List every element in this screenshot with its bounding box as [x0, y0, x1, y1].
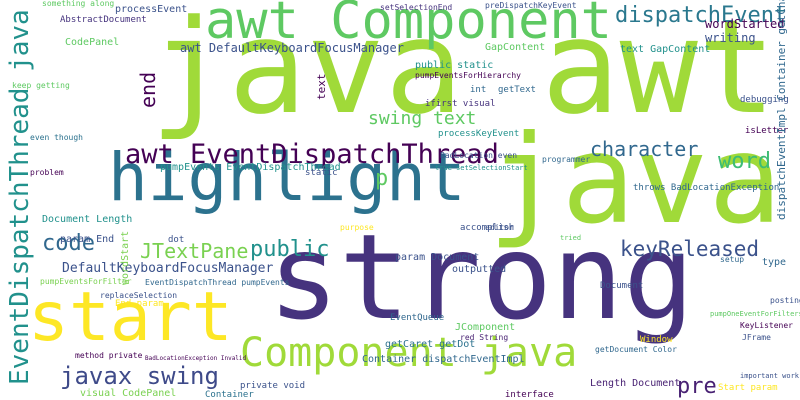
word: EventDispatchThread java: [5, 9, 35, 385]
word: editor: [485, 223, 514, 232]
word: accomplish: [460, 223, 514, 233]
word: GapContent: [485, 42, 545, 53]
word: BadLocation even: [440, 151, 517, 160]
word: programmer: [542, 155, 590, 164]
word: Component java: [240, 330, 577, 376]
word: red String: [460, 333, 508, 342]
word: awt EventDispatchThread: [125, 139, 499, 170]
word: BadLocationException Invalid: [145, 355, 247, 362]
word: pumpEvents EventDispatchThread: [160, 162, 341, 173]
word: something along: [42, 0, 114, 8]
word: Length Document: [590, 378, 680, 389]
word: awt Component: [205, 0, 612, 51]
word: even though: [30, 133, 83, 142]
word: private void: [240, 381, 305, 391]
word: public static: [415, 60, 493, 71]
word: swing text: [368, 108, 476, 129]
word: text GapContent: [620, 44, 710, 55]
word: CodePanel: [65, 37, 119, 48]
word: public: [250, 237, 329, 262]
word: keyReleased: [620, 237, 759, 261]
word: p: [375, 166, 388, 191]
word: setSelectionEnd: [380, 3, 452, 12]
word: Document: [600, 281, 643, 291]
word: getText: [498, 85, 536, 95]
word: JFrame: [742, 333, 771, 342]
word: type: [762, 257, 786, 268]
word: writing: [705, 31, 756, 45]
word: text: [315, 74, 328, 101]
word: EventQueue: [390, 313, 444, 323]
word: outputted: [452, 264, 506, 275]
word: DefaultKeyboardFocusManager: [62, 261, 273, 276]
word: getCaret getDot: [385, 339, 475, 350]
word: Window: [640, 335, 673, 345]
word: EventDispatchThread pumpEvents: [145, 278, 290, 287]
word: getDocument Color: [595, 345, 677, 354]
word: start: [28, 278, 233, 357]
word: java awt: [150, 0, 776, 143]
word: awt DefaultKeyboardFocusManager: [180, 41, 404, 55]
word: javax swing: [60, 362, 219, 390]
word: character: [590, 137, 698, 161]
word: important work: [740, 372, 800, 380]
word: end: [136, 72, 160, 108]
word: dot: [168, 235, 184, 245]
word: debugging: [740, 95, 789, 105]
word: pumpOneEventForFilters: [710, 310, 800, 318]
word: code: [42, 231, 95, 256]
word: isLetter: [745, 126, 789, 136]
word: AbstractDocument: [60, 15, 147, 25]
word: Container dispatchEventImpl: [362, 354, 525, 365]
word: ifirst visual: [425, 99, 495, 109]
word: JComponent: [455, 322, 515, 333]
word: wordStarted: [705, 17, 784, 31]
word: int: [470, 85, 486, 95]
word: true setSelectionStart: [435, 164, 528, 172]
word: dispatchEvent: [615, 3, 787, 28]
word: End param: [115, 299, 164, 309]
word: static: [305, 168, 338, 178]
word: param Document: [395, 252, 479, 263]
word: purpose: [340, 223, 374, 232]
word: processEvent: [115, 4, 187, 15]
word: tried: [560, 234, 581, 242]
word: Container: [205, 390, 254, 400]
word: java: [488, 109, 782, 251]
word: setup: [720, 255, 744, 264]
word: keep getting: [12, 81, 70, 90]
word: throws BadLocationException: [633, 183, 779, 193]
word: JTextPane: [140, 239, 248, 263]
word: KeyListener: [740, 321, 793, 330]
word: visual CodePanel: [80, 388, 176, 399]
word: pumpEventsForHierarchy: [415, 71, 521, 80]
word: strong: [268, 208, 694, 346]
word: preDispatchKeyEvent: [485, 1, 577, 10]
word: method private: [75, 351, 143, 360]
word: wordStart: [120, 231, 131, 285]
word: word: [718, 149, 771, 174]
word: replaceSelection: [100, 291, 177, 300]
word: processKeyEvent: [438, 129, 519, 139]
word: pre: [677, 374, 717, 399]
word: param End: [60, 234, 114, 245]
word: pumpEventsForFilter: [40, 277, 132, 286]
word: interface: [505, 390, 554, 400]
word: posting: [770, 296, 800, 305]
word: dispatchEventImpl Container getChars: [775, 0, 788, 220]
word: Start param: [718, 383, 778, 393]
word: problem: [30, 168, 64, 177]
word: highlight: [108, 139, 466, 216]
word: Document Length: [42, 214, 132, 225]
